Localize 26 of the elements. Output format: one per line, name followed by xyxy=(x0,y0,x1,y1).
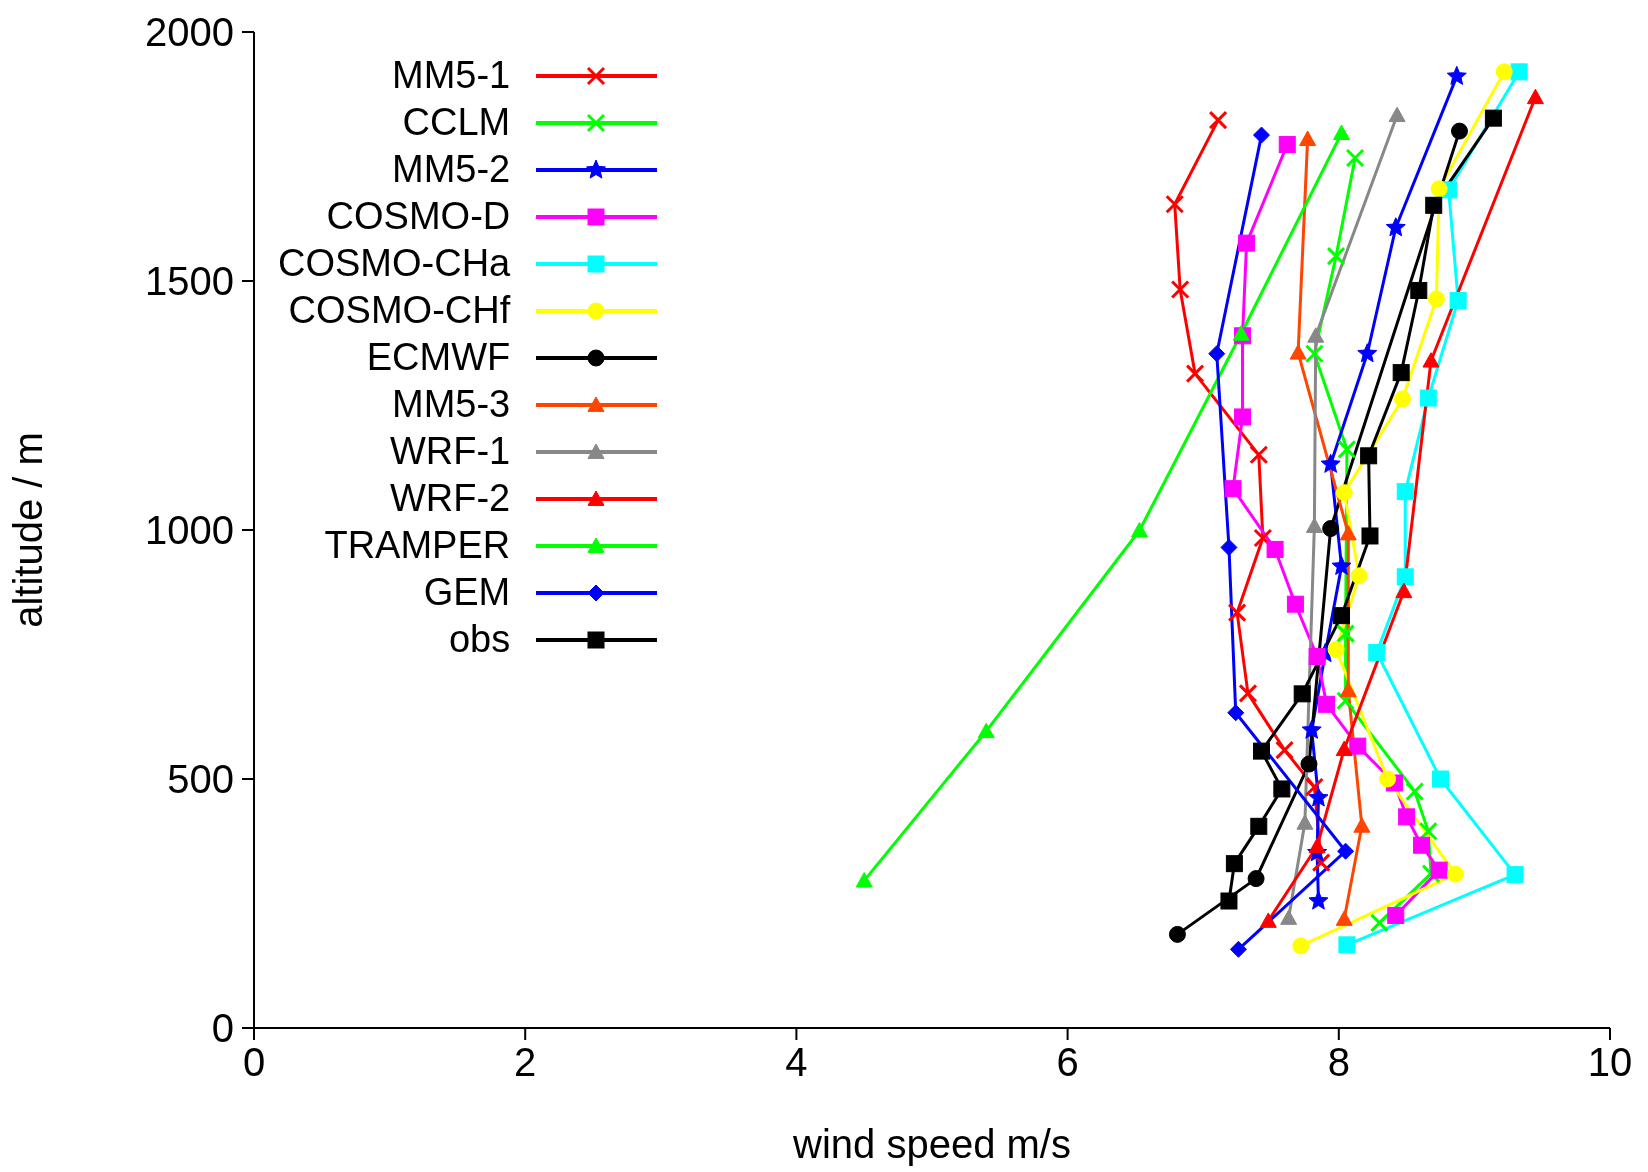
y-tick-label: 2000 xyxy=(145,10,234,55)
y-tick-label: 0 xyxy=(211,1006,234,1051)
x-tick-label: 8 xyxy=(1327,1040,1350,1085)
y-tick-label: 500 xyxy=(167,757,234,802)
legend-label: COSMO-CHa xyxy=(278,242,511,285)
x-tick-label: 10 xyxy=(1587,1040,1633,1085)
legend-label: GEM xyxy=(423,571,511,614)
legend-label: MM5-2 xyxy=(392,148,511,191)
y-tick-label: 1500 xyxy=(145,259,234,304)
y-axis-title: altitude / m xyxy=(6,432,51,628)
legend-label: WRF-1 xyxy=(389,430,511,473)
y-tick-label: 1000 xyxy=(145,508,234,553)
x-tick-label: 2 xyxy=(514,1040,537,1085)
legend-label: CCLM xyxy=(402,101,511,144)
legend-label: COSMO-D xyxy=(326,195,511,238)
legend-label: ECMWF xyxy=(366,336,511,379)
x-tick-label: 6 xyxy=(1056,1040,1079,1085)
x-axis-title: wind speed m/s xyxy=(792,1122,1071,1166)
x-tick-label: 0 xyxy=(242,1040,266,1085)
legend-label: TRAMPER xyxy=(324,524,511,567)
legend-label: COSMO-CHf xyxy=(288,289,511,332)
legend-label: WRF-2 xyxy=(389,477,511,520)
legend-label: MM5-3 xyxy=(392,383,511,426)
legend-label: MM5-1 xyxy=(392,54,511,97)
legend-label: obs xyxy=(448,618,511,661)
x-tick-label: 4 xyxy=(785,1040,808,1085)
